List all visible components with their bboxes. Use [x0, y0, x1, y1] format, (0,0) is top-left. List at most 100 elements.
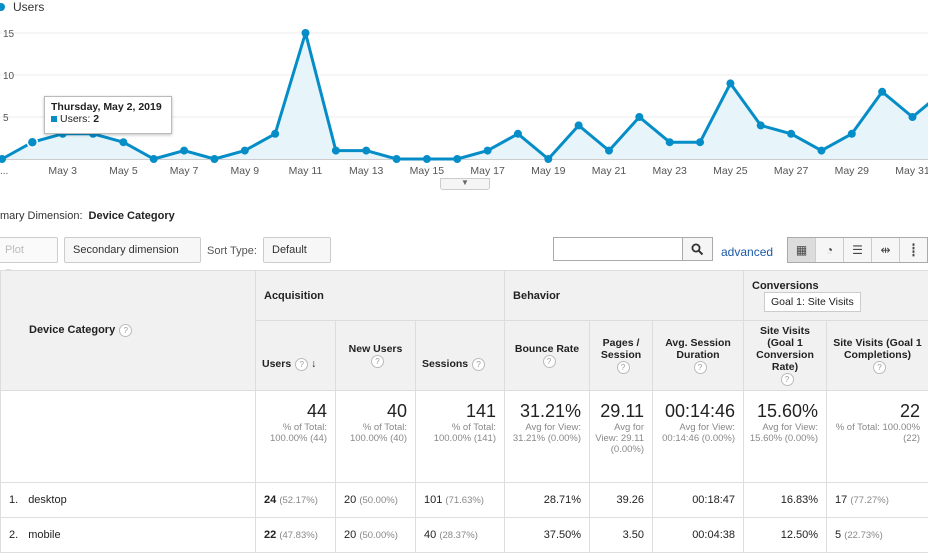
row-new-users-value: 20: [344, 494, 357, 506]
tooltip-value-line: Users: 2: [51, 113, 165, 125]
help-icon[interactable]: ?: [542, 355, 556, 368]
primary-dimension-value[interactable]: Device Category: [88, 210, 175, 222]
collapse-chart-toggle[interactable]: ▼: [440, 178, 490, 190]
table-row[interactable]: 1. desktop 24 (52.17%) 20 (50.00%) 101 (7…: [0, 482, 928, 518]
total-bounce-sub: Avg for View: 31.21% (0.00%): [512, 422, 582, 444]
row-sessions-pct: (28.37%): [439, 530, 478, 541]
row-bounce: 28.71%: [504, 482, 591, 518]
row-new-users-pct: (50.00%): [359, 495, 398, 506]
row-name-link[interactable]: mobile: [28, 529, 61, 541]
pivot-view-icon[interactable]: ┋: [900, 238, 927, 262]
data-point: [696, 138, 705, 147]
x-tick-label: May 7: [170, 165, 199, 177]
data-point: [392, 155, 401, 163]
help-icon[interactable]: ?: [873, 361, 887, 374]
x-tick-label: May 21: [592, 165, 627, 177]
row-new-users-value: 20: [344, 529, 357, 541]
table-row[interactable]: 2. mobile 22 (47.83%) 20 (50.00%) 40 (28.…: [0, 517, 928, 553]
total-pages: 29.11 Avg for View: 29.11 (0.00%): [589, 390, 654, 483]
col-header-new-users[interactable]: New Users?: [335, 320, 416, 391]
total-bounce: 31.21% Avg for View: 31.21% (0.00%): [504, 390, 591, 483]
row-dimension-cell: 2. mobile: [0, 517, 256, 553]
chart-legend[interactable]: Users: [0, 0, 44, 14]
duration-header-label: Avg. Session Duration: [665, 337, 731, 361]
conversions-group-header: ConversionsGoal 1: Site Visits: [743, 270, 928, 321]
data-point: [331, 146, 340, 155]
comparison-view-icon[interactable]: ⇹: [872, 238, 900, 262]
row-completions-value: 5: [835, 529, 842, 541]
col-header-conversion-rate[interactable]: Site Visits (Goal 1 Conversion Rate)?: [743, 320, 828, 391]
dimension-header[interactable]: Device Category?: [0, 270, 256, 391]
row-number: 1.: [9, 494, 19, 506]
col-header-sessions[interactable]: Sessions?: [414, 320, 506, 391]
totals-row: 44% of Total: 100.00% (44) 40% of Total:…: [0, 390, 928, 483]
help-icon[interactable]: ?: [472, 358, 486, 371]
goal-select[interactable]: Goal 1: Site Visits: [764, 291, 861, 312]
row-users-pct: (47.83%): [279, 530, 318, 541]
total-completions-value: 22: [900, 401, 921, 421]
row-users: 24 (52.17%): [255, 482, 336, 518]
total-conv-rate-sub: Avg for View: 15.60% (0.00%): [749, 422, 819, 444]
performance-view-icon[interactable]: ☰: [844, 238, 872, 262]
x-tick-label: May 23: [652, 165, 687, 177]
totals-dimension-cell: [0, 390, 256, 483]
data-point: [847, 129, 856, 138]
pie-view-icon[interactable]: ◔: [816, 238, 844, 262]
help-icon[interactable]: ?: [371, 355, 384, 368]
col-header-bounce-rate[interactable]: Bounce Rate?: [504, 320, 591, 391]
secondary-dimension-label: Secondary dimension: [73, 244, 179, 256]
sort-type-dropdown[interactable]: Default: [263, 237, 331, 277]
row-sessions: 101 (71.63%): [414, 482, 506, 518]
data-point: [817, 146, 826, 155]
x-tick-label: May 3: [48, 165, 77, 177]
conversions-label: Conversions: [752, 279, 819, 292]
advanced-filter-link[interactable]: advanced: [721, 245, 774, 259]
total-sessions-sub: % of Total: 100.00% (141): [433, 422, 497, 444]
help-icon[interactable]: ?: [780, 373, 794, 386]
col-header-users[interactable]: Users? ↓: [255, 320, 336, 391]
secondary-dimension-dropdown[interactable]: Secondary dimension: [64, 237, 201, 277]
x-tick-label: May 9: [231, 165, 260, 177]
total-pages-value: 29.11: [600, 401, 645, 421]
x-tick-label: May 31: [895, 165, 928, 177]
data-point: [605, 146, 613, 155]
total-completions-sub: % of Total: 100.00% (22): [835, 422, 921, 444]
sort-arrow-down-icon: ↓: [311, 358, 317, 370]
sort-type-label: Sort Type:: [207, 245, 257, 257]
data-point: [574, 121, 583, 130]
x-tick-label: ...: [0, 166, 8, 177]
data-point: [635, 113, 644, 121]
total-bounce-value: 31.21%: [519, 401, 582, 421]
data-point: [878, 87, 887, 96]
help-icon[interactable]: ?: [616, 361, 630, 374]
help-icon[interactable]: ?: [693, 361, 707, 374]
col-header-completions[interactable]: Site Visits (Goal 1 Completions)?: [826, 320, 928, 391]
search-icon: [691, 243, 704, 255]
primary-dimension-label: mary Dimension:: [0, 210, 83, 222]
x-tick-label: May 5: [109, 165, 138, 177]
data-point: [787, 129, 796, 138]
tooltip-date: Thursday, May 2, 2019: [51, 101, 162, 113]
col-header-pages-session[interactable]: Pages / Session?: [589, 320, 654, 391]
help-icon[interactable]: ?: [295, 358, 309, 371]
row-completions-pct: (22.73%): [844, 530, 883, 541]
primary-dimension-row: mary Dimension: Device Category: [0, 210, 175, 222]
help-icon[interactable]: ?: [119, 324, 133, 337]
row-name-link[interactable]: desktop: [28, 494, 67, 506]
col-header-avg-duration[interactable]: Avg. Session Duration?: [652, 320, 745, 391]
x-tick-label: May 27: [774, 165, 809, 177]
table-search-input[interactable]: [553, 237, 683, 261]
tooltip-value: 2: [93, 113, 100, 125]
row-pages: 3.50: [589, 517, 654, 553]
data-point: [149, 155, 158, 163]
search-button[interactable]: [683, 237, 713, 261]
data-point: [422, 155, 431, 163]
table-view-icon[interactable]: ▦: [788, 238, 816, 262]
data-point: [26, 136, 39, 148]
plot-rows-button[interactable]: Plot Rows: [0, 237, 58, 280]
data-point: [362, 146, 371, 155]
data-point: [908, 113, 917, 121]
y-tick-label: 15: [3, 29, 15, 40]
row-sessions-value: 101: [424, 494, 443, 506]
series-line: [1, 31, 928, 161]
